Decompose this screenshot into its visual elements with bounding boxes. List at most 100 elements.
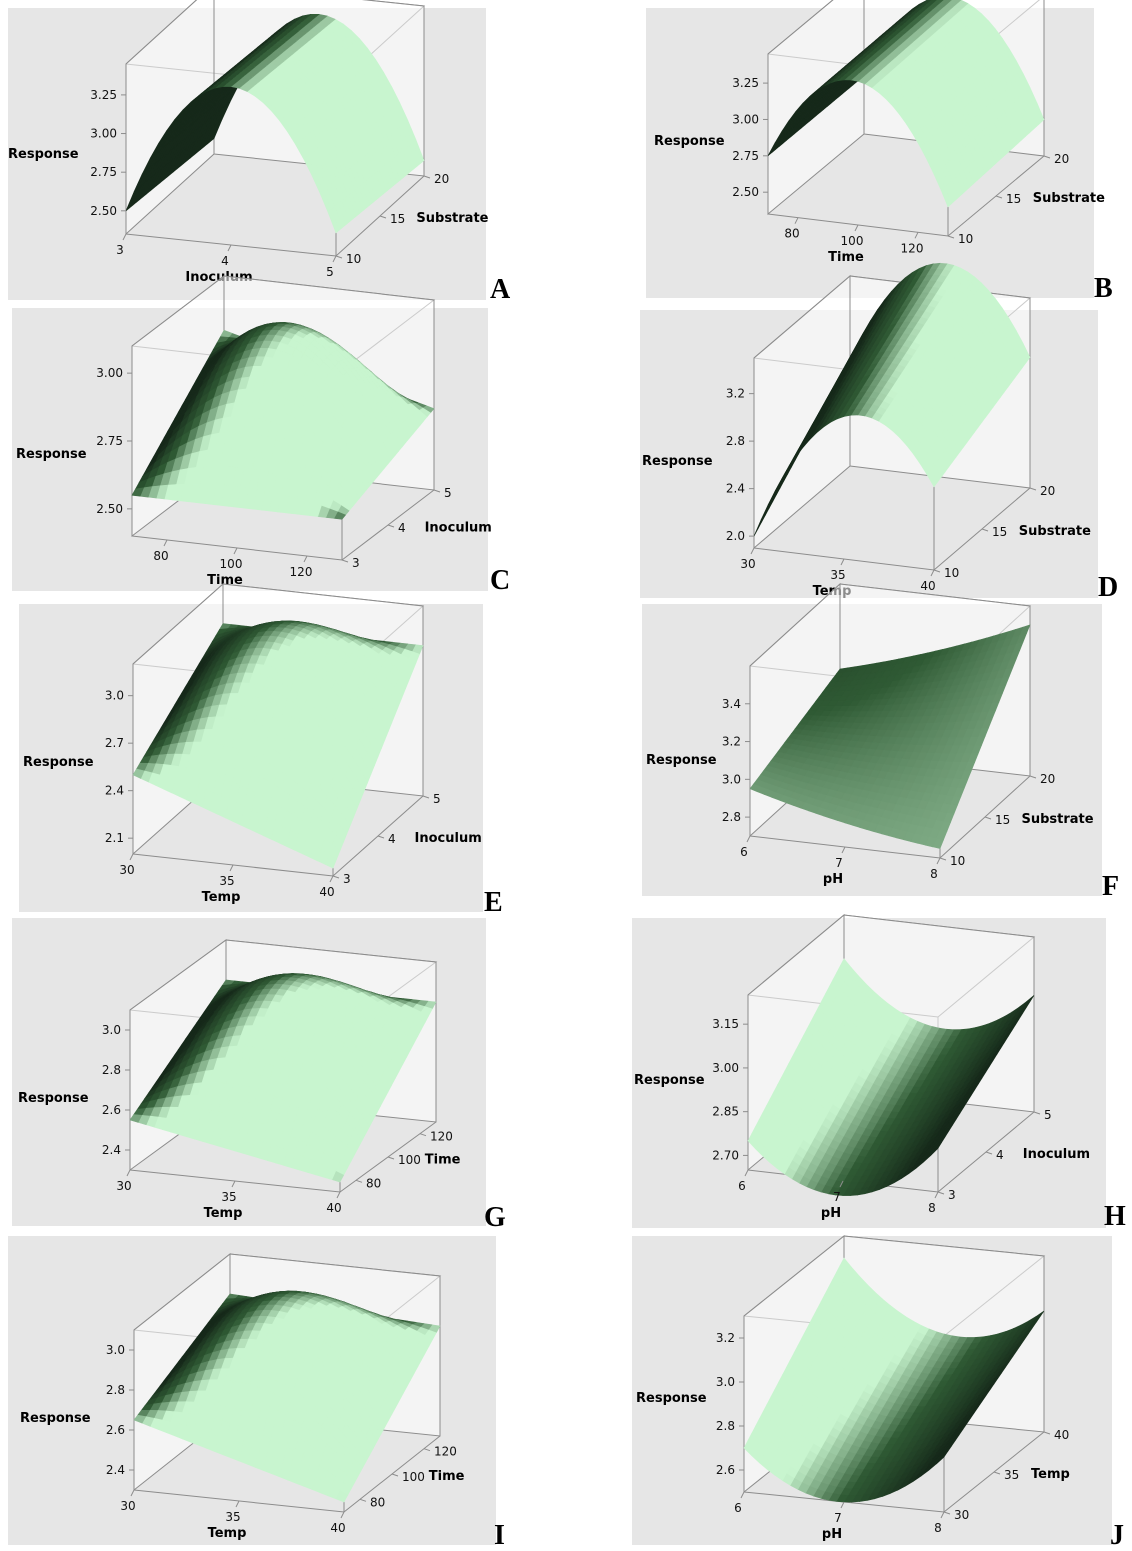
z-axis-ticks: 3.02.82.62.4 (102, 1023, 130, 1157)
y-tick-label: 30 (954, 1508, 969, 1522)
surface-plot-b: 3.253.002.752.5080100120101520ResponseTi… (646, 8, 1094, 298)
surface-plot-i: 3.02.82.62.430354080100120ResponseTempTi… (20, 1254, 465, 1541)
y-axis-label: Inoculum (425, 521, 492, 536)
x-axis-label: Temp (202, 890, 241, 905)
x-tick-label: 30 (120, 1499, 135, 1513)
z-axis-label: Response (23, 755, 94, 770)
x-tick-label: 35 (830, 568, 845, 582)
z-tick-label: 3.0 (716, 1375, 735, 1389)
z-tick-label: 2.4 (106, 1463, 125, 1477)
z-axis-ticks: 3.02.72.42.1 (105, 689, 133, 846)
z-tick-label: 2.4 (726, 482, 745, 496)
z-tick-label: 2.6 (102, 1103, 121, 1117)
z-axis-label: Response (16, 447, 87, 462)
y-tick-label: 10 (958, 232, 973, 246)
z-tick-label: 3.0 (102, 1023, 121, 1037)
y-tick-label: 15 (992, 525, 1007, 539)
z-axis-label: Response (8, 147, 79, 162)
z-tick-label: 2.4 (105, 784, 124, 798)
surface-plot-a: 3.253.002.752.50345101520ResponseInoculu… (8, 0, 489, 285)
panel-label-d: D (1098, 574, 1118, 602)
y-tick-label: 10 (950, 854, 965, 868)
y-axis-label: Temp (1031, 1467, 1070, 1482)
z-tick-label: 3.00 (90, 127, 117, 141)
y-axis-label: Inoculum (415, 831, 482, 846)
z-axis-ticks: 3.253.002.752.50 (732, 76, 768, 199)
x-tick-label: 8 (934, 1521, 942, 1535)
z-axis-ticks: 3.43.23.02.8 (722, 697, 750, 824)
y-axis-label: Time (425, 1153, 461, 1168)
panel-label-a: A (490, 276, 510, 304)
surface-plot-d: 3.22.82.42.0303540101520ResponseTempSubs… (642, 263, 1091, 599)
z-tick-label: 2.50 (90, 204, 117, 218)
z-tick-label: 3.4 (722, 697, 741, 711)
y-tick-label: 10 (346, 252, 361, 266)
x-tick-label: 40 (319, 885, 334, 899)
y-tick-label: 120 (434, 1445, 457, 1459)
z-axis-ticks: 3.22.82.42.0 (726, 387, 754, 544)
y-tick-label: 3 (343, 872, 351, 886)
z-tick-label: 2.1 (105, 831, 124, 845)
surface-plot-e: 3.02.72.42.1303540345ResponseTempInoculu… (19, 604, 483, 912)
z-axis-label: Response (636, 1391, 707, 1406)
x-tick-label: 100 (841, 234, 864, 248)
panel-label-e: E (484, 889, 503, 917)
z-tick-label: 2.8 (106, 1383, 125, 1397)
panel-label-c: C (490, 567, 510, 595)
z-axis-ticks: 3.23.02.82.6 (716, 1331, 744, 1477)
x-axis-label: pH (823, 872, 843, 887)
y-tick-label: 120 (430, 1130, 453, 1144)
z-axis-ticks: 3.00 2.75 2.50 (96, 366, 132, 516)
x-tick-label: 120 (901, 241, 924, 255)
x-tick-label: 30 (740, 557, 755, 571)
z-axis-label: Response (634, 1073, 705, 1088)
x-tick-label: 40 (326, 1201, 341, 1215)
y-tick-label: 15 (390, 212, 405, 226)
surface-plot-d: 3.22.82.42.0303540101520ResponseTempSubs… (640, 310, 1098, 598)
y-tick-label: 100 (402, 1470, 425, 1484)
z-tick-label: 2.0 (726, 529, 745, 543)
surface-plot-b: 3.253.002.752.5080100120101520ResponseTi… (654, 0, 1105, 265)
z-tick-label: 3.2 (722, 735, 741, 749)
panel-label-b: B (1094, 275, 1113, 303)
panel-label-f: F (1102, 873, 1119, 901)
x-tick-label: 7 (833, 1190, 841, 1204)
z-tick-label: 2.7 (105, 736, 124, 750)
y-tick-label: 20 (434, 172, 449, 186)
panel-label-h: H (1104, 1203, 1126, 1231)
z-tick-label: 2.4 (102, 1143, 121, 1157)
z-tick-label: 3.2 (726, 387, 745, 401)
z-tick-label: 3.0 (106, 1343, 125, 1357)
z-tick-label: 3.00 (96, 366, 123, 380)
z-tick-label: 2.75 (96, 434, 123, 448)
y-tick-label: 20 (1040, 484, 1055, 498)
y-tick-label: 10 (944, 566, 959, 580)
y-tick-label: 80 (366, 1176, 381, 1190)
y-tick-label: 15 (1006, 192, 1021, 206)
z-tick-label: 2.50 (96, 502, 123, 516)
z-tick-label: 2.8 (716, 1419, 735, 1433)
y-tick-label: 100 (398, 1153, 421, 1167)
z-axis-ticks: 3.0 2.8 2.6 2.4 (106, 1343, 134, 1477)
z-tick-label: 3.15 (712, 1017, 739, 1031)
x-tick-label: 6 (740, 845, 748, 859)
surface-plot-g: 3.02.82.62.430354080100120ResponseTempTi… (18, 940, 461, 1221)
x-axis-label: Temp (204, 1206, 243, 1221)
surface-plot-c: 3.002.752.5080100120345ResponseTimeInocu… (16, 276, 492, 588)
z-tick-label: 2.6 (106, 1423, 125, 1437)
surface-plot-c: 3.002.752.5080100120345ResponseTimeInocu… (12, 308, 488, 591)
x-tick-label: 8 (928, 1201, 936, 1215)
y-axis-label: Inoculum (1023, 1147, 1090, 1162)
y-tick-label: 80 (370, 1495, 385, 1509)
z-tick-label: 2.6 (716, 1463, 735, 1477)
z-tick-label: 3.00 (712, 1061, 739, 1075)
panel-label-g: G (484, 1204, 506, 1232)
surface-plot-e: 3.02.72.42.1303540345ResponseTempInoculu… (23, 584, 482, 905)
